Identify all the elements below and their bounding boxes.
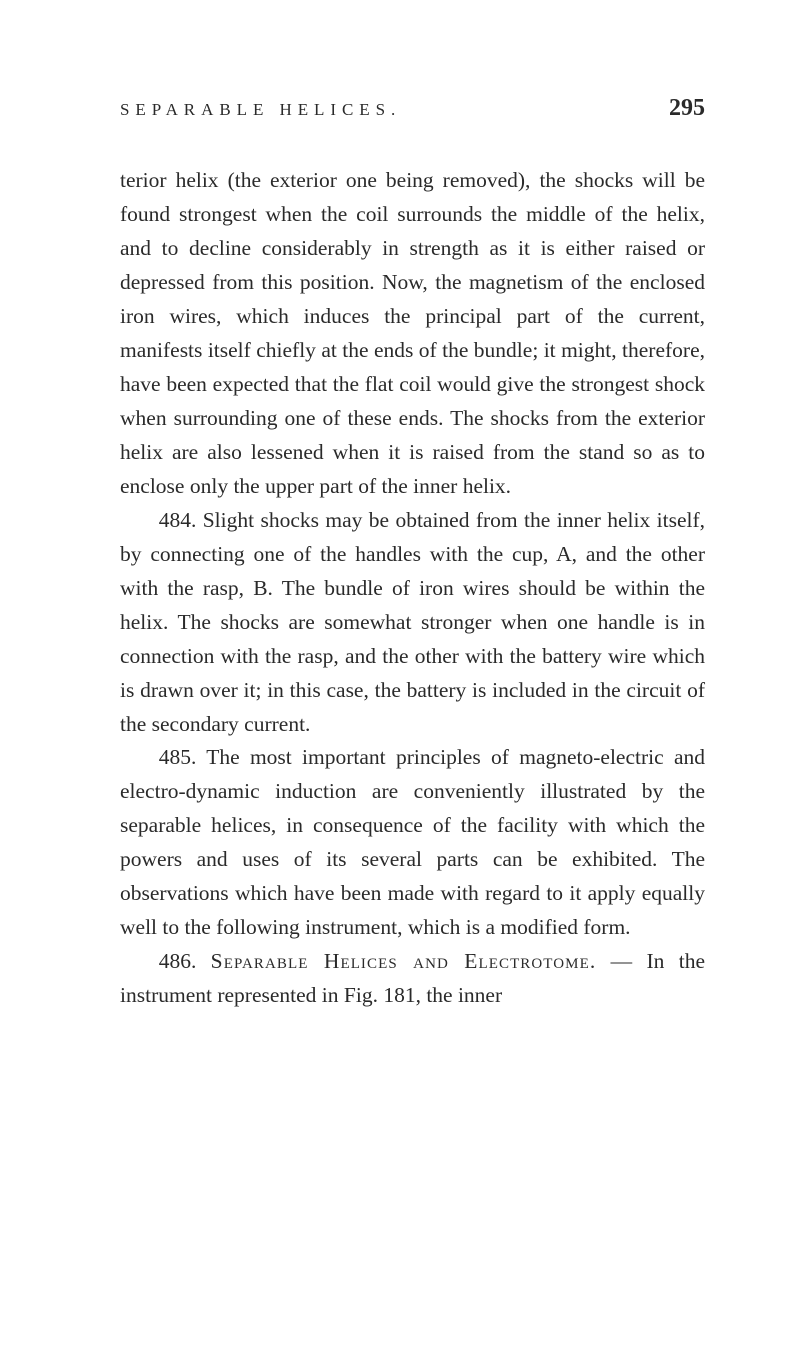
section-dash: —: [596, 949, 646, 973]
section-title-486: Separable Helices and Electrotome.: [211, 949, 597, 973]
page-header: SEPARABLE HELICES. 295: [120, 95, 705, 122]
paragraph-485: 485. The most important principles of ma…: [120, 741, 705, 945]
body-text: terior helix (the exterior one being rem…: [120, 164, 705, 1013]
running-title: SEPARABLE HELICES.: [120, 100, 401, 120]
paragraph-486: 486. Separable Helices and Electrotome. …: [120, 945, 705, 1013]
section-number-486: 486.: [159, 949, 211, 973]
paragraph-continuation: terior helix (the exterior one being rem…: [120, 164, 705, 504]
page-number: 295: [669, 95, 705, 122]
paragraph-484: 484. Slight shocks may be obtained from …: [120, 504, 705, 742]
